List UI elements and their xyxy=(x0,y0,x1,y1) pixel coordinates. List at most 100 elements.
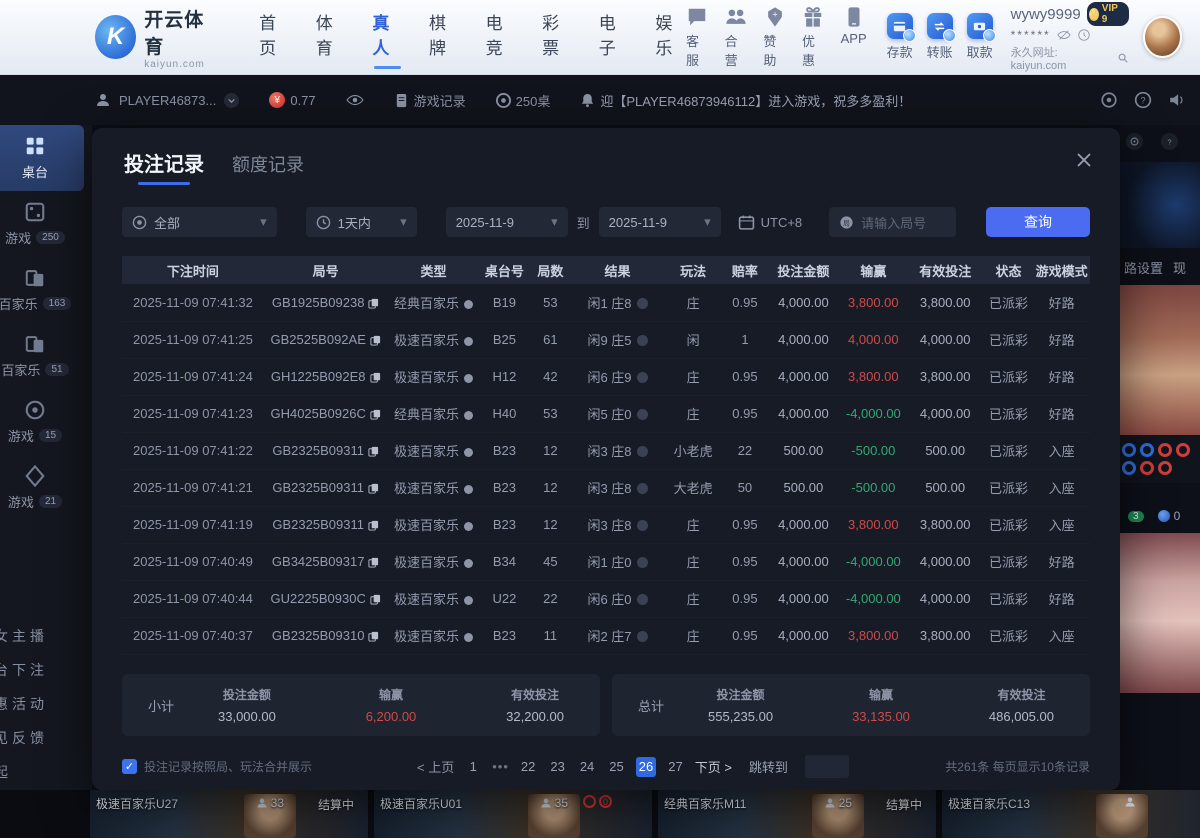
page-button-25[interactable]: 25 xyxy=(609,759,624,774)
nav-item-首页[interactable]: 首页 xyxy=(259,14,277,58)
tables-count-link[interactable]: 250桌 xyxy=(495,91,550,110)
prev-page-button[interactable]: < 上页 xyxy=(417,760,455,775)
tab-投注记录[interactable]: 投注记录 xyxy=(124,148,204,185)
help-icon[interactable]: ? xyxy=(1134,91,1152,109)
logo[interactable]: K 开云体育 kaiyun.com xyxy=(95,5,219,70)
copy-icon[interactable] xyxy=(370,594,381,605)
sidebar-item-桌台[interactable]: 桌台 xyxy=(0,125,84,191)
query-button[interactable]: 查询 xyxy=(986,207,1090,237)
tab-额度记录[interactable]: 额度记录 xyxy=(232,155,304,175)
page-button-22[interactable]: 22 xyxy=(520,759,536,774)
sound-toggle-icon[interactable] xyxy=(1126,133,1143,150)
info-icon[interactable] xyxy=(636,446,648,457)
jump-page-input[interactable] xyxy=(804,755,849,778)
date-to-value: 2025-11-9 xyxy=(608,214,667,230)
chevron-down-icon[interactable] xyxy=(224,92,240,108)
page-button-1[interactable]: 1 xyxy=(469,759,477,774)
table-card-极速百家乐C13[interactable]: 极速百家乐C13 xyxy=(942,790,1200,838)
road-circle xyxy=(1140,461,1154,475)
info-icon[interactable] xyxy=(636,631,648,642)
quicklink-优惠[interactable]: 优惠 xyxy=(802,6,825,69)
nav-item-电子[interactable]: 电子 xyxy=(598,14,616,58)
cell-status: 已派彩 xyxy=(984,321,1034,358)
copy-icon[interactable] xyxy=(368,446,379,457)
table-card-极速百家乐U01[interactable]: 极速百家乐U01 35 0 xyxy=(374,790,652,838)
info-icon[interactable] xyxy=(636,520,648,531)
eye-icon[interactable] xyxy=(346,91,364,109)
dealer-video[interactable] xyxy=(1120,533,1200,693)
copy-icon[interactable] xyxy=(370,409,381,420)
avatar[interactable] xyxy=(1142,16,1182,58)
road-settings-label[interactable]: 路设置 xyxy=(1124,261,1164,276)
game-record-link[interactable]: 游戏记录 xyxy=(394,91,466,110)
info-icon[interactable] xyxy=(636,297,648,309)
info-icon[interactable] xyxy=(636,483,648,494)
nav-item-娱乐[interactable]: 娱乐 xyxy=(655,14,673,58)
date-from-select[interactable]: 2025-11-9 ▾ xyxy=(445,207,568,237)
search-icon[interactable] xyxy=(1117,52,1129,64)
wallet-存款[interactable]: 存款 xyxy=(886,13,916,61)
question-icon[interactable]: ? xyxy=(1161,133,1178,150)
nav-item-真人[interactable]: 真人 xyxy=(372,9,403,69)
quicklink-APP[interactable]: APP xyxy=(841,6,867,69)
copy-icon[interactable] xyxy=(370,335,381,346)
close-icon[interactable] xyxy=(1074,150,1094,170)
info-icon[interactable] xyxy=(636,335,648,346)
info-icon[interactable] xyxy=(636,409,648,420)
nav-item-电竞[interactable]: 电竞 xyxy=(485,14,503,58)
sidebar-footer-link[interactable]: 起 xyxy=(0,764,12,780)
dealer-video[interactable] xyxy=(1120,285,1200,435)
game-record-label: 游戏记录 xyxy=(413,93,466,109)
record-dot-icon[interactable] xyxy=(1100,91,1118,109)
sidebar-footer-link[interactable]: 惠活动 xyxy=(0,696,48,712)
nav-item-彩票[interactable]: 彩票 xyxy=(542,14,560,58)
refresh-icon[interactable] xyxy=(1077,28,1091,42)
wallet-转账[interactable]: 转账 xyxy=(926,13,956,61)
time-range-select[interactable]: 1天内 ▾ xyxy=(305,207,417,237)
merge-toggle[interactable]: ✓ 投注记录按照局、玩法合并展示 xyxy=(122,758,312,775)
nav-item-体育[interactable]: 体育 xyxy=(315,14,333,58)
sidebar-item-百家乐[interactable]: 百家乐 51 xyxy=(0,323,84,389)
cell-time: 2025-11-09 07:41:24 xyxy=(122,358,264,395)
cell-game-type: 极速百家乐 xyxy=(388,358,480,395)
sidebar-item-游戏[interactable]: 游戏 21 xyxy=(0,455,84,521)
game-type-select[interactable]: 全部 ▾ xyxy=(122,207,277,237)
sidebar-footer-link[interactable]: 女主播 xyxy=(0,628,48,644)
sidebar-item-游戏[interactable]: 游戏 15 xyxy=(0,389,84,455)
live-label[interactable]: 现 xyxy=(1173,261,1187,276)
sidebar-item-游戏[interactable]: 游戏 250 xyxy=(0,191,84,257)
video-thumbnail[interactable] xyxy=(1120,162,1200,248)
volume-icon[interactable] xyxy=(1168,91,1186,109)
quicklink-客服[interactable]: 客服 xyxy=(686,6,709,69)
cell-valid-bet: 4,000.00 xyxy=(907,543,984,580)
sidebar-footer-link[interactable]: 见反馈 xyxy=(0,730,48,746)
info-icon[interactable] xyxy=(636,557,648,568)
table-card-经典百家乐M11[interactable]: 经典百家乐M11 25 结算中 xyxy=(658,790,936,838)
copy-icon[interactable] xyxy=(368,520,379,531)
copy-icon[interactable] xyxy=(368,557,379,568)
page-button-27[interactable]: 27 xyxy=(668,759,683,774)
sidebar-footer-link[interactable]: 台下注 xyxy=(0,662,48,678)
round-id-input[interactable]: 局 请输入局号 xyxy=(829,207,957,237)
copy-icon[interactable] xyxy=(368,298,379,309)
checkbox-checked-icon[interactable]: ✓ xyxy=(122,759,137,774)
info-icon[interactable] xyxy=(636,372,648,383)
player-id[interactable]: PLAYER46873... xyxy=(119,92,217,108)
quicklink-合营[interactable]: 合营 xyxy=(725,6,748,69)
page-button-26[interactable]: 26 xyxy=(635,756,657,777)
sidebar-item-百家乐[interactable]: 百家乐 163 xyxy=(0,257,84,323)
copy-icon[interactable] xyxy=(369,372,381,383)
calendar-icon[interactable] xyxy=(738,214,755,231)
nav-item-棋牌[interactable]: 棋牌 xyxy=(428,14,446,58)
info-icon[interactable] xyxy=(636,594,648,605)
quicklink-赞助[interactable]: + 赞助 xyxy=(763,6,786,69)
copy-icon[interactable] xyxy=(368,483,379,494)
eye-off-icon[interactable] xyxy=(1057,28,1071,42)
table-card-极速百家乐U27[interactable]: 极速百家乐U27 33 结算中 xyxy=(90,790,368,838)
date-to-select[interactable]: 2025-11-9 ▾ xyxy=(598,207,721,237)
copy-icon[interactable] xyxy=(368,631,379,642)
page-button-24[interactable]: 24 xyxy=(579,759,595,774)
page-button-23[interactable]: 23 xyxy=(550,759,565,774)
wallet-取款[interactable]: 取款 xyxy=(966,13,996,61)
next-page-button[interactable]: 下页 > xyxy=(694,760,732,775)
